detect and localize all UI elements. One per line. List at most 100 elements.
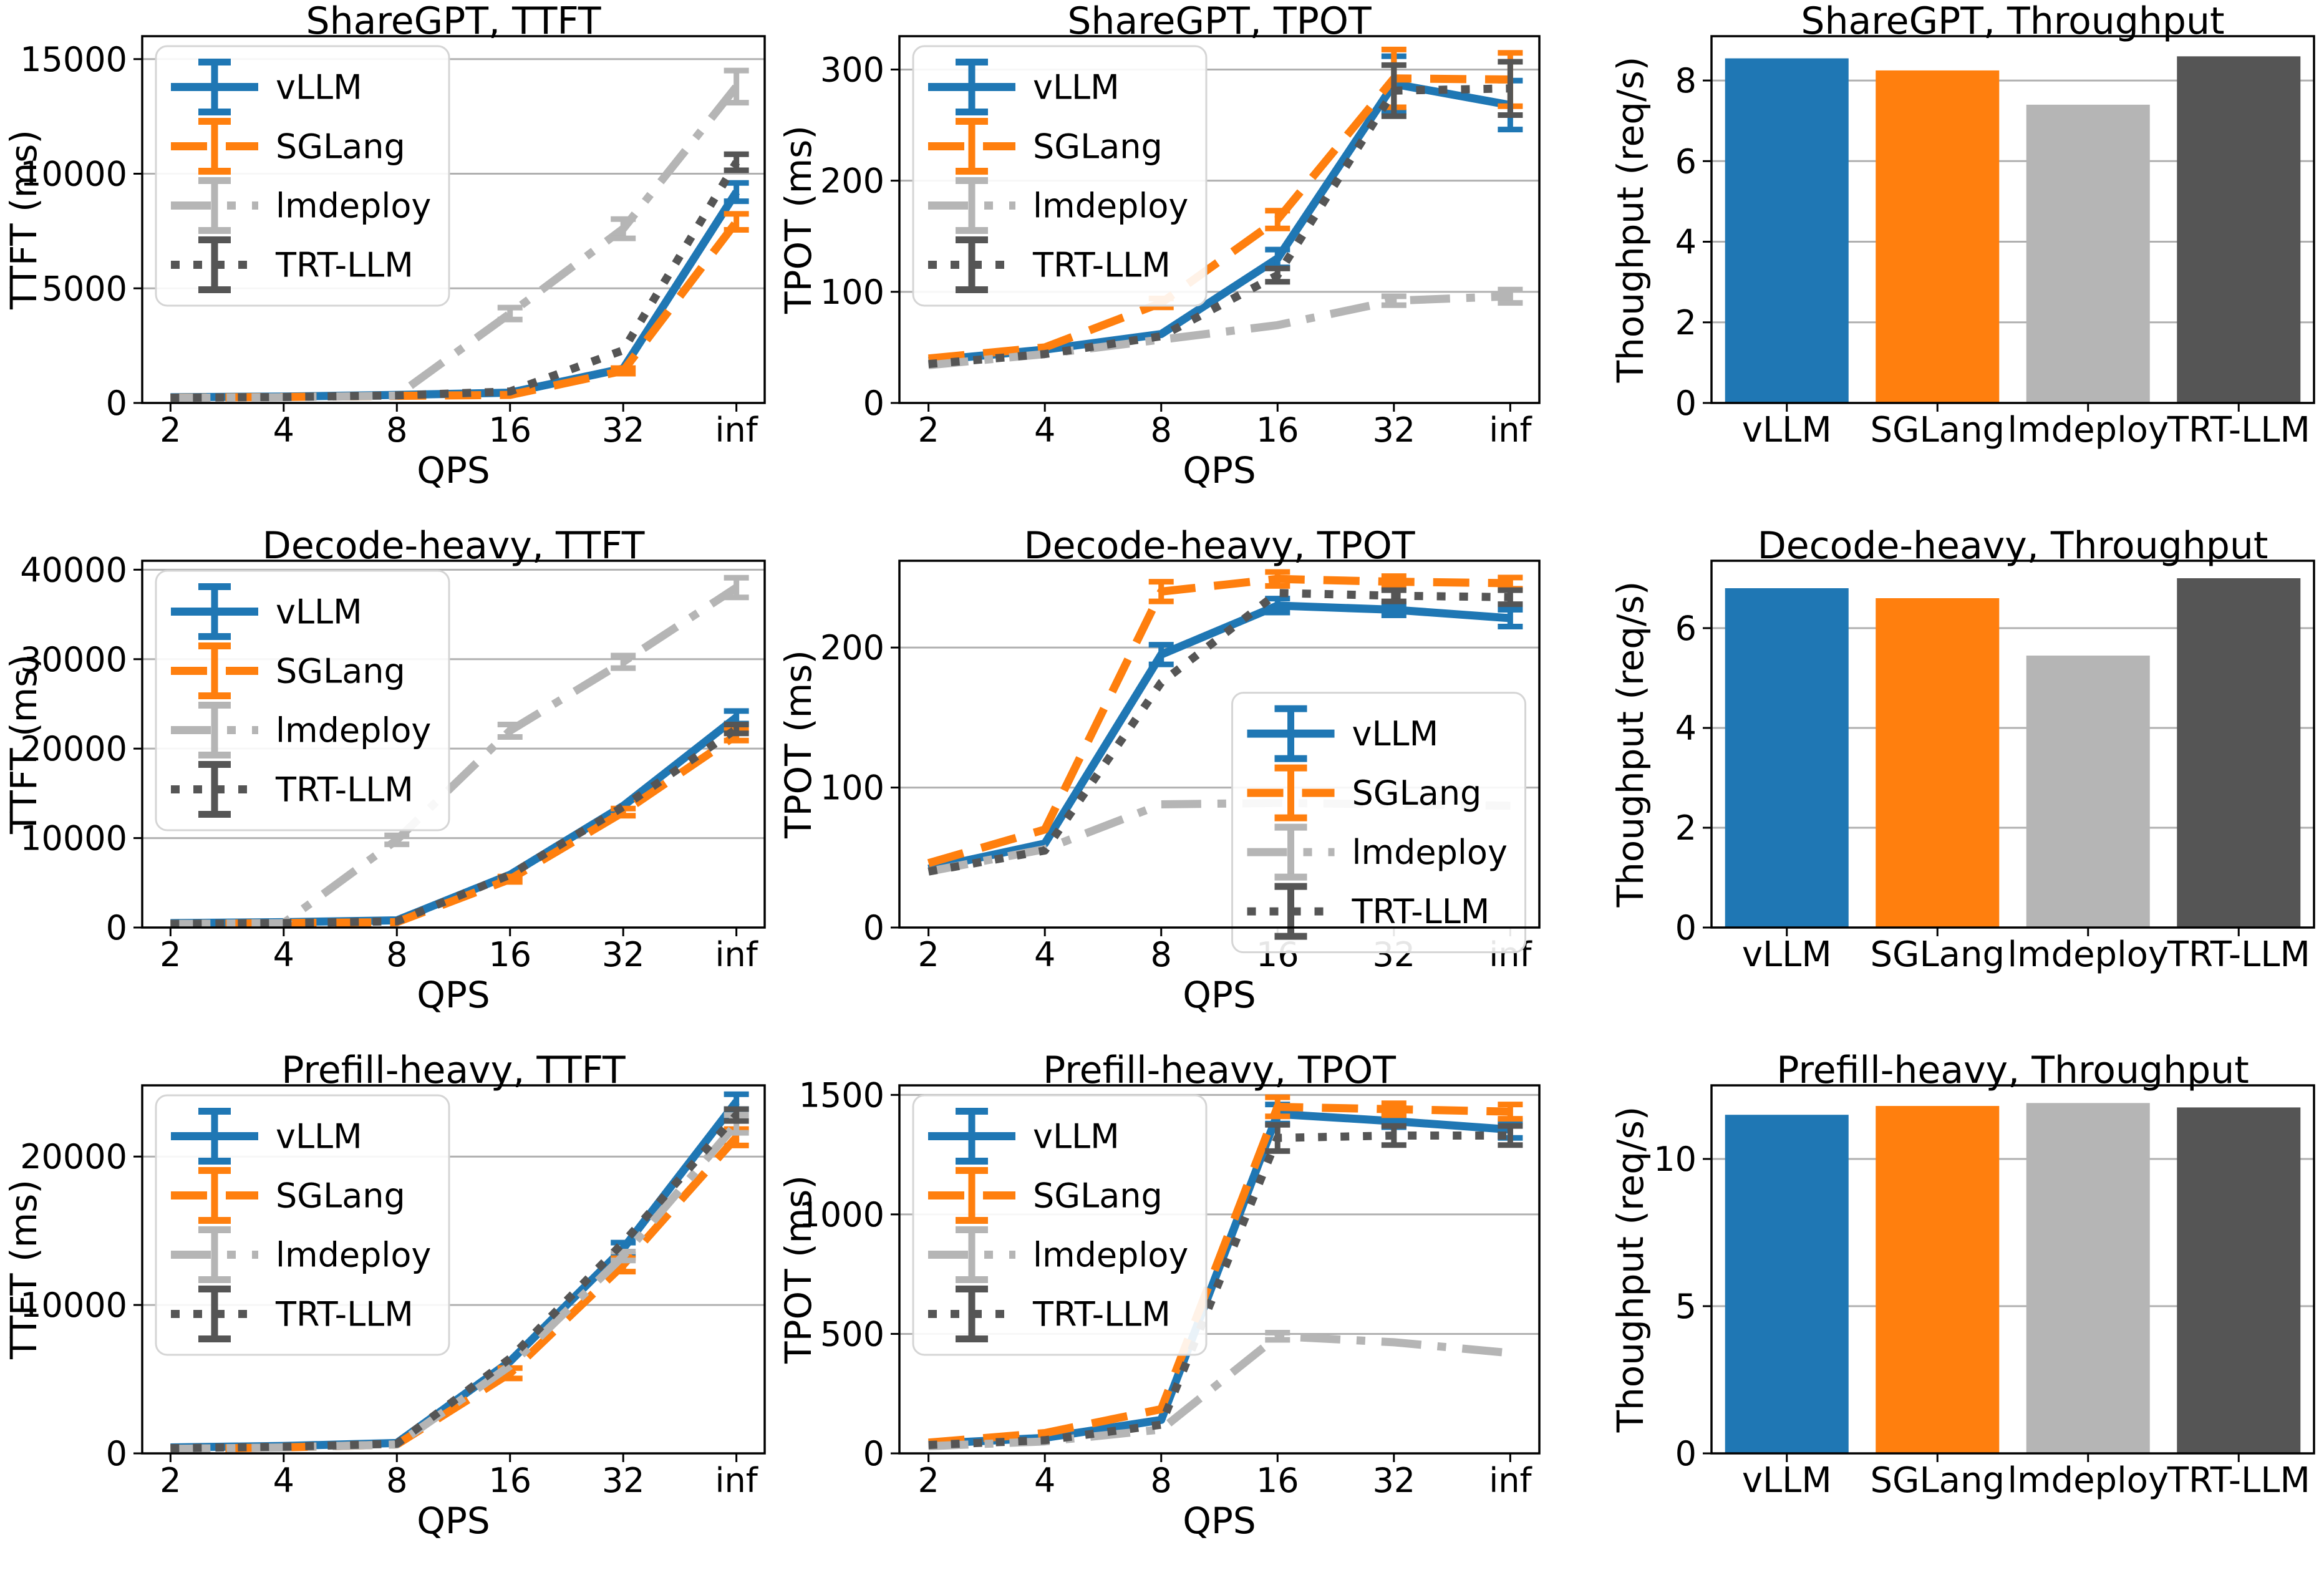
y-tick-label: 10	[1653, 1140, 1697, 1179]
legend-label: TRT-LLM	[275, 246, 414, 285]
y-axis: 0 500 1000 1500	[799, 1075, 899, 1473]
y-tick-label: 1000	[799, 1195, 884, 1234]
x-tick-label: inf	[715, 410, 759, 450]
x-axis-title: QPS	[417, 449, 490, 492]
series-line	[170, 732, 739, 928]
legend-label: TRT-LLM	[1032, 246, 1171, 285]
y-tick-label: 2	[1675, 808, 1697, 848]
x-tick-label: 32	[1372, 1461, 1415, 1500]
plot-canvas: 0 10000 20000 TTFT (ms) 2 4 8 16 32 inf QPS vLLM SGL…	[2, 1084, 766, 1542]
bar-vLLM	[1725, 588, 1849, 928]
chart-title: ShareGPT, TPOT	[1067, 0, 1372, 43]
legend-entry-SGLang: SGLang	[171, 642, 405, 699]
y-axis-title: Thoughput (req/s)	[1609, 57, 1652, 384]
legend: vLLM SGLang lmdeploy TRT-LLM	[155, 569, 450, 831]
legend-entry-vLLM: vLLM	[928, 59, 1120, 115]
y-axis-title: TPOT (ms)	[777, 650, 820, 839]
x-axis-title: QPS	[417, 1500, 490, 1542]
x-tick-label: 8	[1151, 1461, 1172, 1500]
x-axis: 2 4 8 16 32 inf	[917, 403, 1532, 450]
y-tick-label: 15000	[20, 40, 127, 79]
x-tick-label: lmdeploy	[2007, 1460, 2169, 1501]
legend-label: vLLM	[276, 593, 362, 632]
legend-label: TRT-LLM	[1352, 892, 1490, 931]
legend-label: SGLang	[276, 1176, 405, 1216]
legend: vLLM SGLang lmdeploy TRT-LLM	[912, 1094, 1208, 1356]
y-tick-label: 4	[1675, 709, 1697, 748]
series-line	[170, 219, 740, 402]
chart-decode-heavy-throughput: Decode-heavy, Throughput 0 2 4 6 Thoughput (…	[1549, 525, 2324, 1049]
x-axis: 2 4 8 16 32 inf	[160, 1453, 759, 1500]
legend-label: lmdeploy	[1033, 1236, 1188, 1275]
x-tick-label: 4	[1034, 935, 1055, 974]
plot-canvas: 0 5000 10000 15000 TTFT (ms) 2 4 8 16 32 inf QPS vLL…	[2, 35, 766, 492]
chart-prefill-heavy-ttft: Prefill-heavy, TTFT 0 10000 20000 TTFT (ms)…	[0, 1049, 775, 1575]
plot-canvas: 0 500 1000 1500 TPOT (ms) 2 4 8 16 32 inf QPS vLLM SG…	[777, 1075, 1541, 1542]
x-tick-label: 16	[488, 935, 531, 974]
x-tick-label: 2	[160, 935, 181, 974]
series-SGLang	[928, 1094, 1523, 1447]
x-tick-label: 4	[273, 410, 294, 450]
x-tick-label: SGLang	[1871, 934, 2005, 975]
y-axis: 0 100 200 300	[820, 50, 899, 423]
y-tick-label: 0	[863, 908, 884, 947]
y-tick-label: 1500	[799, 1075, 884, 1115]
chart-title: Prefill-heavy, TPOT	[1043, 1049, 1396, 1092]
y-tick-label: 0	[106, 384, 127, 423]
series-line	[928, 80, 1511, 365]
legend-label: lmdeploy	[1033, 187, 1188, 226]
x-tick-label: 8	[386, 1461, 407, 1500]
y-axis-title: TTFT (ms)	[2, 654, 45, 835]
x-tick-label: 8	[1151, 410, 1172, 450]
y-axis: 0 10000 20000 30000 40000	[20, 550, 142, 947]
series-line	[928, 84, 1511, 369]
chart-sharegpt-ttft: ShareGPT, TTFT 0 5000 10000 15000 TTFT (ms) 2…	[0, 0, 775, 525]
series-line	[170, 725, 739, 928]
legend-entry-SGLang: SGLang	[928, 1167, 1163, 1224]
y-tick-label: 0	[106, 908, 127, 947]
bars	[1725, 578, 2301, 928]
y-axis: 0 2 4 6	[1675, 609, 1712, 947]
legend-entry-lmdeploy: lmdeploy	[928, 1226, 1188, 1283]
series-line	[170, 1112, 740, 1453]
series-SGLang	[170, 211, 749, 402]
y-axis: 0 2 4 6 8	[1675, 61, 1712, 423]
x-axis-title: QPS	[1183, 974, 1256, 1016]
legend-label: vLLM	[1033, 1117, 1120, 1156]
legend-entry-vLLM: vLLM	[928, 1108, 1120, 1165]
plot-canvas: 0 2 4 6 Thoughput (req/s) vLLM SGLang lmdeployT…	[1609, 560, 2315, 975]
x-tick-label: inf	[715, 1461, 759, 1500]
y-tick-label: 5	[1675, 1287, 1697, 1326]
chart-title: Decode-heavy, TPOT	[1024, 524, 1415, 568]
y-tick-label: 200	[820, 628, 884, 667]
legend-label: SGLang	[276, 652, 405, 691]
y-axis-title: TTFT (ms)	[2, 130, 45, 310]
series-line	[927, 589, 1511, 876]
chart-title: Decode-heavy, TTFT	[262, 524, 645, 568]
y-tick-label: 100	[820, 273, 884, 312]
legend-entry-lmdeploy: lmdeploy	[171, 1226, 431, 1283]
legend-label: TRT-LLM	[275, 770, 414, 810]
axes-frame	[1710, 560, 2315, 929]
x-axis-title: QPS	[1183, 449, 1256, 492]
x-tick-label: vLLM	[1742, 410, 1832, 450]
y-axis: 0 10000 20000	[20, 1137, 142, 1473]
y-axis: 0 100 200	[820, 628, 899, 947]
legend-entry-lmdeploy: lmdeploy	[171, 177, 431, 234]
series-line	[170, 1134, 740, 1453]
x-tick-label: 2	[917, 1461, 939, 1500]
legend-entry-TRT-LLM: TRT-LLM	[928, 236, 1171, 293]
series-TRT-LLM	[927, 587, 1523, 876]
x-tick-label: 16	[488, 410, 531, 450]
x-tick-label: 2	[160, 410, 181, 450]
x-tick-label: 16	[488, 1461, 531, 1500]
x-tick-label: 2	[160, 1461, 181, 1500]
bar-lmdeploy	[2026, 1103, 2150, 1453]
y-tick-label: 200	[820, 162, 884, 201]
y-axis-title: TPOT (ms)	[777, 125, 820, 314]
chart-title: ShareGPT, TTFT	[306, 0, 601, 43]
x-tick-label: 4	[273, 935, 294, 974]
